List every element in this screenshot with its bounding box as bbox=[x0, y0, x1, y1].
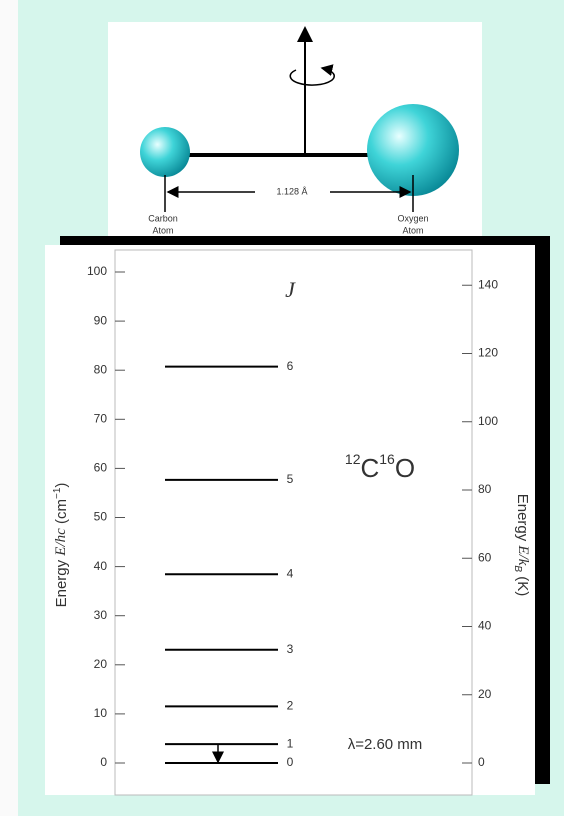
y-tick-label: 60 bbox=[94, 461, 108, 475]
level-label: 5 bbox=[287, 472, 294, 486]
y-tick-label: 10 bbox=[94, 706, 108, 720]
y-tick-label: 100 bbox=[87, 264, 107, 278]
level-label: 3 bbox=[287, 642, 294, 656]
y2-tick-label: 80 bbox=[478, 482, 492, 496]
y-tick-label: 70 bbox=[94, 411, 108, 425]
label-part: E/hc bbox=[53, 528, 69, 557]
mass: 12 bbox=[345, 451, 361, 467]
carbon-label: Atom bbox=[152, 225, 173, 235]
carbon-atom bbox=[140, 127, 190, 177]
level-header: J bbox=[285, 277, 296, 302]
level-label: 4 bbox=[287, 566, 294, 580]
y2-tick-label: 0 bbox=[478, 755, 485, 769]
label-part: Energy bbox=[53, 556, 70, 608]
level-label: 1 bbox=[287, 736, 294, 750]
label-part: (cm bbox=[53, 499, 70, 528]
element: O bbox=[395, 453, 415, 483]
label-part: E/k bbox=[515, 544, 531, 565]
y2-tick-label: 100 bbox=[478, 414, 498, 428]
label-part: −1 bbox=[52, 487, 63, 499]
carbon-label: Carbon bbox=[148, 213, 178, 223]
y2-tick-label: 120 bbox=[478, 346, 498, 360]
y-tick-label: 40 bbox=[94, 559, 108, 573]
y2-tick-label: 40 bbox=[478, 619, 492, 633]
oxygen-label: Oxygen bbox=[397, 213, 428, 223]
level-label: 2 bbox=[287, 699, 294, 713]
oxygen-label: Atom bbox=[402, 225, 423, 235]
level-label: 6 bbox=[287, 359, 294, 373]
page: 1.128 Å Carbon Atom Oxygen Atom J 12C16O… bbox=[0, 0, 564, 816]
y-tick-label: 90 bbox=[94, 313, 108, 327]
level-label: 0 bbox=[287, 755, 294, 769]
y-tick-label: 50 bbox=[94, 510, 108, 524]
y-tick-label: 0 bbox=[100, 755, 107, 769]
transition-label: λ=2.60 mm bbox=[348, 736, 423, 753]
label-part: ) bbox=[53, 483, 70, 488]
label-part: (K) bbox=[514, 572, 531, 596]
y-tick-label: 20 bbox=[94, 657, 108, 671]
y2-tick-label: 140 bbox=[478, 277, 498, 291]
diagram: 1.128 Å Carbon Atom Oxygen Atom J 12C16O… bbox=[0, 0, 564, 816]
y2-axis-label: Energy E/kB (K) bbox=[512, 494, 531, 597]
y-axis-label: Energy E/hc (cm−1) bbox=[52, 483, 70, 608]
y2-tick-label: 60 bbox=[478, 550, 492, 564]
y2-tick-label: 20 bbox=[478, 687, 492, 701]
y-tick-label: 80 bbox=[94, 362, 108, 376]
element: C bbox=[360, 453, 379, 483]
bond-length: 1.128 Å bbox=[276, 186, 307, 196]
mass: 16 bbox=[379, 451, 395, 467]
label-part: Energy bbox=[514, 494, 531, 546]
y-tick-label: 30 bbox=[94, 608, 108, 622]
